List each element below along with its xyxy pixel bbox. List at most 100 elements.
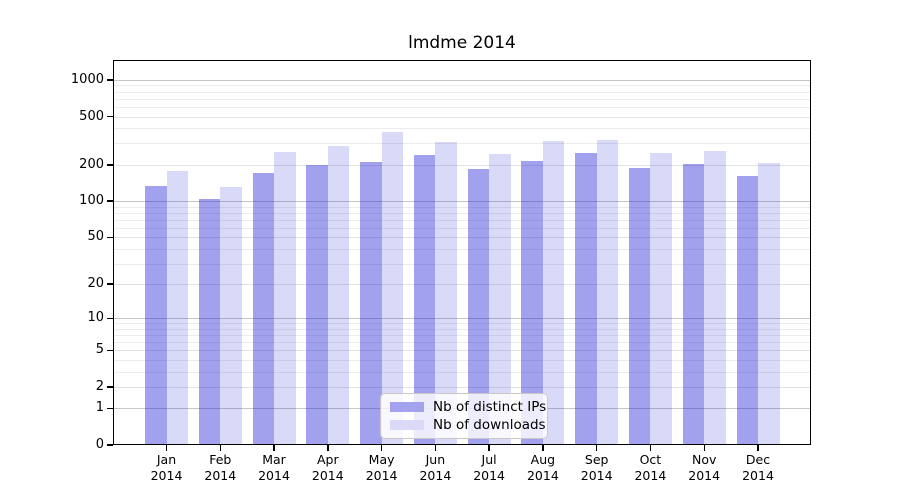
x-tick-label: Jan 2014: [150, 452, 183, 483]
y-gridline: [113, 323, 811, 325]
bar-downloads-jul-2014: [489, 153, 511, 445]
x-tick: [434, 445, 437, 451]
y-gridline: [113, 318, 811, 320]
y-tick: [107, 407, 113, 410]
bar-distinct-ips-jan-2014: [145, 185, 167, 445]
y-tick-label: 200: [79, 156, 104, 172]
bar-downloads-sep-2014: [596, 139, 619, 445]
x-tick: [595, 445, 598, 451]
bar-distinct-ips-nov-2014: [682, 164, 705, 445]
y-gridline: [113, 237, 811, 239]
legend-swatch-downloads: [390, 420, 424, 430]
bar-downloads-mar-2014: [274, 151, 296, 445]
y-gridline: [113, 164, 811, 166]
x-tick: [488, 445, 490, 451]
x-tick-label: Jul 2014: [473, 452, 505, 483]
y-gridline: [113, 116, 811, 118]
x-tick: [219, 445, 221, 451]
legend-swatch-distinct-ips: [390, 402, 424, 412]
y-tick: [107, 317, 113, 319]
y-tick: [107, 283, 113, 285]
y-gridline: [113, 248, 811, 250]
y-gridline: [113, 350, 811, 352]
y-gridline: [113, 359, 811, 361]
y-gridline: [113, 143, 811, 145]
bar-distinct-ips-jun-2014: [413, 155, 436, 445]
bar-downloads-apr-2014: [327, 145, 350, 445]
bar-distinct-ips-aug-2014: [521, 160, 543, 445]
x-tick-label: Dec 2014: [742, 452, 774, 483]
bar-downloads-may-2014: [381, 131, 404, 445]
x-tick-label: Aug 2014: [526, 452, 559, 483]
y-gridline: [113, 342, 811, 344]
bar-downloads-jun-2014: [435, 141, 457, 445]
x-tick-label: Feb 2014: [204, 452, 237, 483]
bar-distinct-ips-sep-2014: [575, 153, 597, 445]
x-tick: [542, 445, 544, 451]
y-tick-label: 50: [87, 229, 104, 245]
y-tick: [107, 115, 113, 118]
bar-distinct-ips-feb-2014: [198, 198, 221, 445]
y-tick: [107, 200, 113, 202]
bar-distinct-ips-dec-2014: [736, 175, 758, 445]
y-tick: [107, 349, 113, 352]
y-gridline: [113, 284, 811, 286]
x-tick-label: Jun 2014: [419, 452, 452, 483]
y-gridline: [113, 335, 811, 337]
x-tick: [165, 445, 168, 451]
y-tick-label: 10: [87, 310, 104, 326]
legend-label-distinct-ips: Nb of distinct IPs: [433, 399, 547, 415]
y-gridline: [113, 227, 811, 229]
y-gridline: [113, 128, 811, 130]
y-gridline: [113, 79, 811, 81]
y-tick-label: 20: [87, 276, 104, 292]
bar-downloads-feb-2014: [220, 187, 242, 445]
y-gridline: [113, 263, 811, 265]
y-gridline: [113, 91, 811, 93]
legend-item-downloads: Nb of downloads: [390, 418, 547, 432]
y-gridline: [113, 219, 811, 221]
y-gridline: [113, 328, 811, 330]
y-tick-label: 5: [95, 342, 104, 358]
x-tick: [703, 445, 705, 451]
legend-label-downloads: Nb of downloads: [433, 417, 546, 433]
y-gridline: [113, 212, 811, 214]
y-gridline: [113, 85, 811, 87]
legend-item-distinct-ips: Nb of distinct IPs: [390, 400, 547, 414]
y-tick-label: 0: [95, 437, 104, 452]
y-gridline: [113, 386, 811, 388]
x-tick-label: Apr 2014: [311, 452, 344, 483]
bar-downloads-nov-2014: [704, 150, 726, 445]
x-tick: [649, 445, 652, 451]
bar-downloads-dec-2014: [758, 163, 780, 445]
bar-distinct-ips-mar-2014: [252, 173, 274, 445]
bar-downloads-jan-2014: [166, 171, 188, 445]
bar-downloads-aug-2014: [542, 140, 565, 445]
x-tick-label: Nov 2014: [688, 452, 721, 483]
y-tick-label: 500: [79, 108, 104, 124]
x-tick-label: Mar 2014: [258, 452, 290, 483]
y-tick-label: 100: [79, 193, 104, 209]
y-gridline: [113, 98, 811, 100]
plot-area: [113, 60, 811, 445]
bar-distinct-ips-may-2014: [360, 162, 382, 445]
y-tick-label: 1000: [70, 71, 104, 87]
y-tick: [107, 164, 113, 166]
chart-title: lmdme 2014: [408, 33, 516, 53]
y-gridline: [113, 201, 811, 203]
bar-distinct-ips-jul-2014: [467, 168, 490, 445]
x-tick-label: Oct 2014: [634, 452, 667, 483]
legend: Nb of distinct IPs Nb of downloads: [380, 393, 548, 439]
y-tick-label: 2: [95, 378, 104, 394]
x-tick: [757, 445, 759, 451]
bar-distinct-ips-oct-2014: [628, 168, 651, 445]
bar-distinct-ips-apr-2014: [306, 165, 328, 445]
y-gridline: [113, 106, 811, 108]
y-gridline: [113, 371, 811, 373]
y-tick: [107, 386, 113, 388]
y-tick-label: 1: [95, 400, 104, 416]
y-tick: [107, 444, 113, 446]
x-tick: [380, 445, 383, 451]
x-tick-label: Sep 2014: [580, 452, 613, 483]
